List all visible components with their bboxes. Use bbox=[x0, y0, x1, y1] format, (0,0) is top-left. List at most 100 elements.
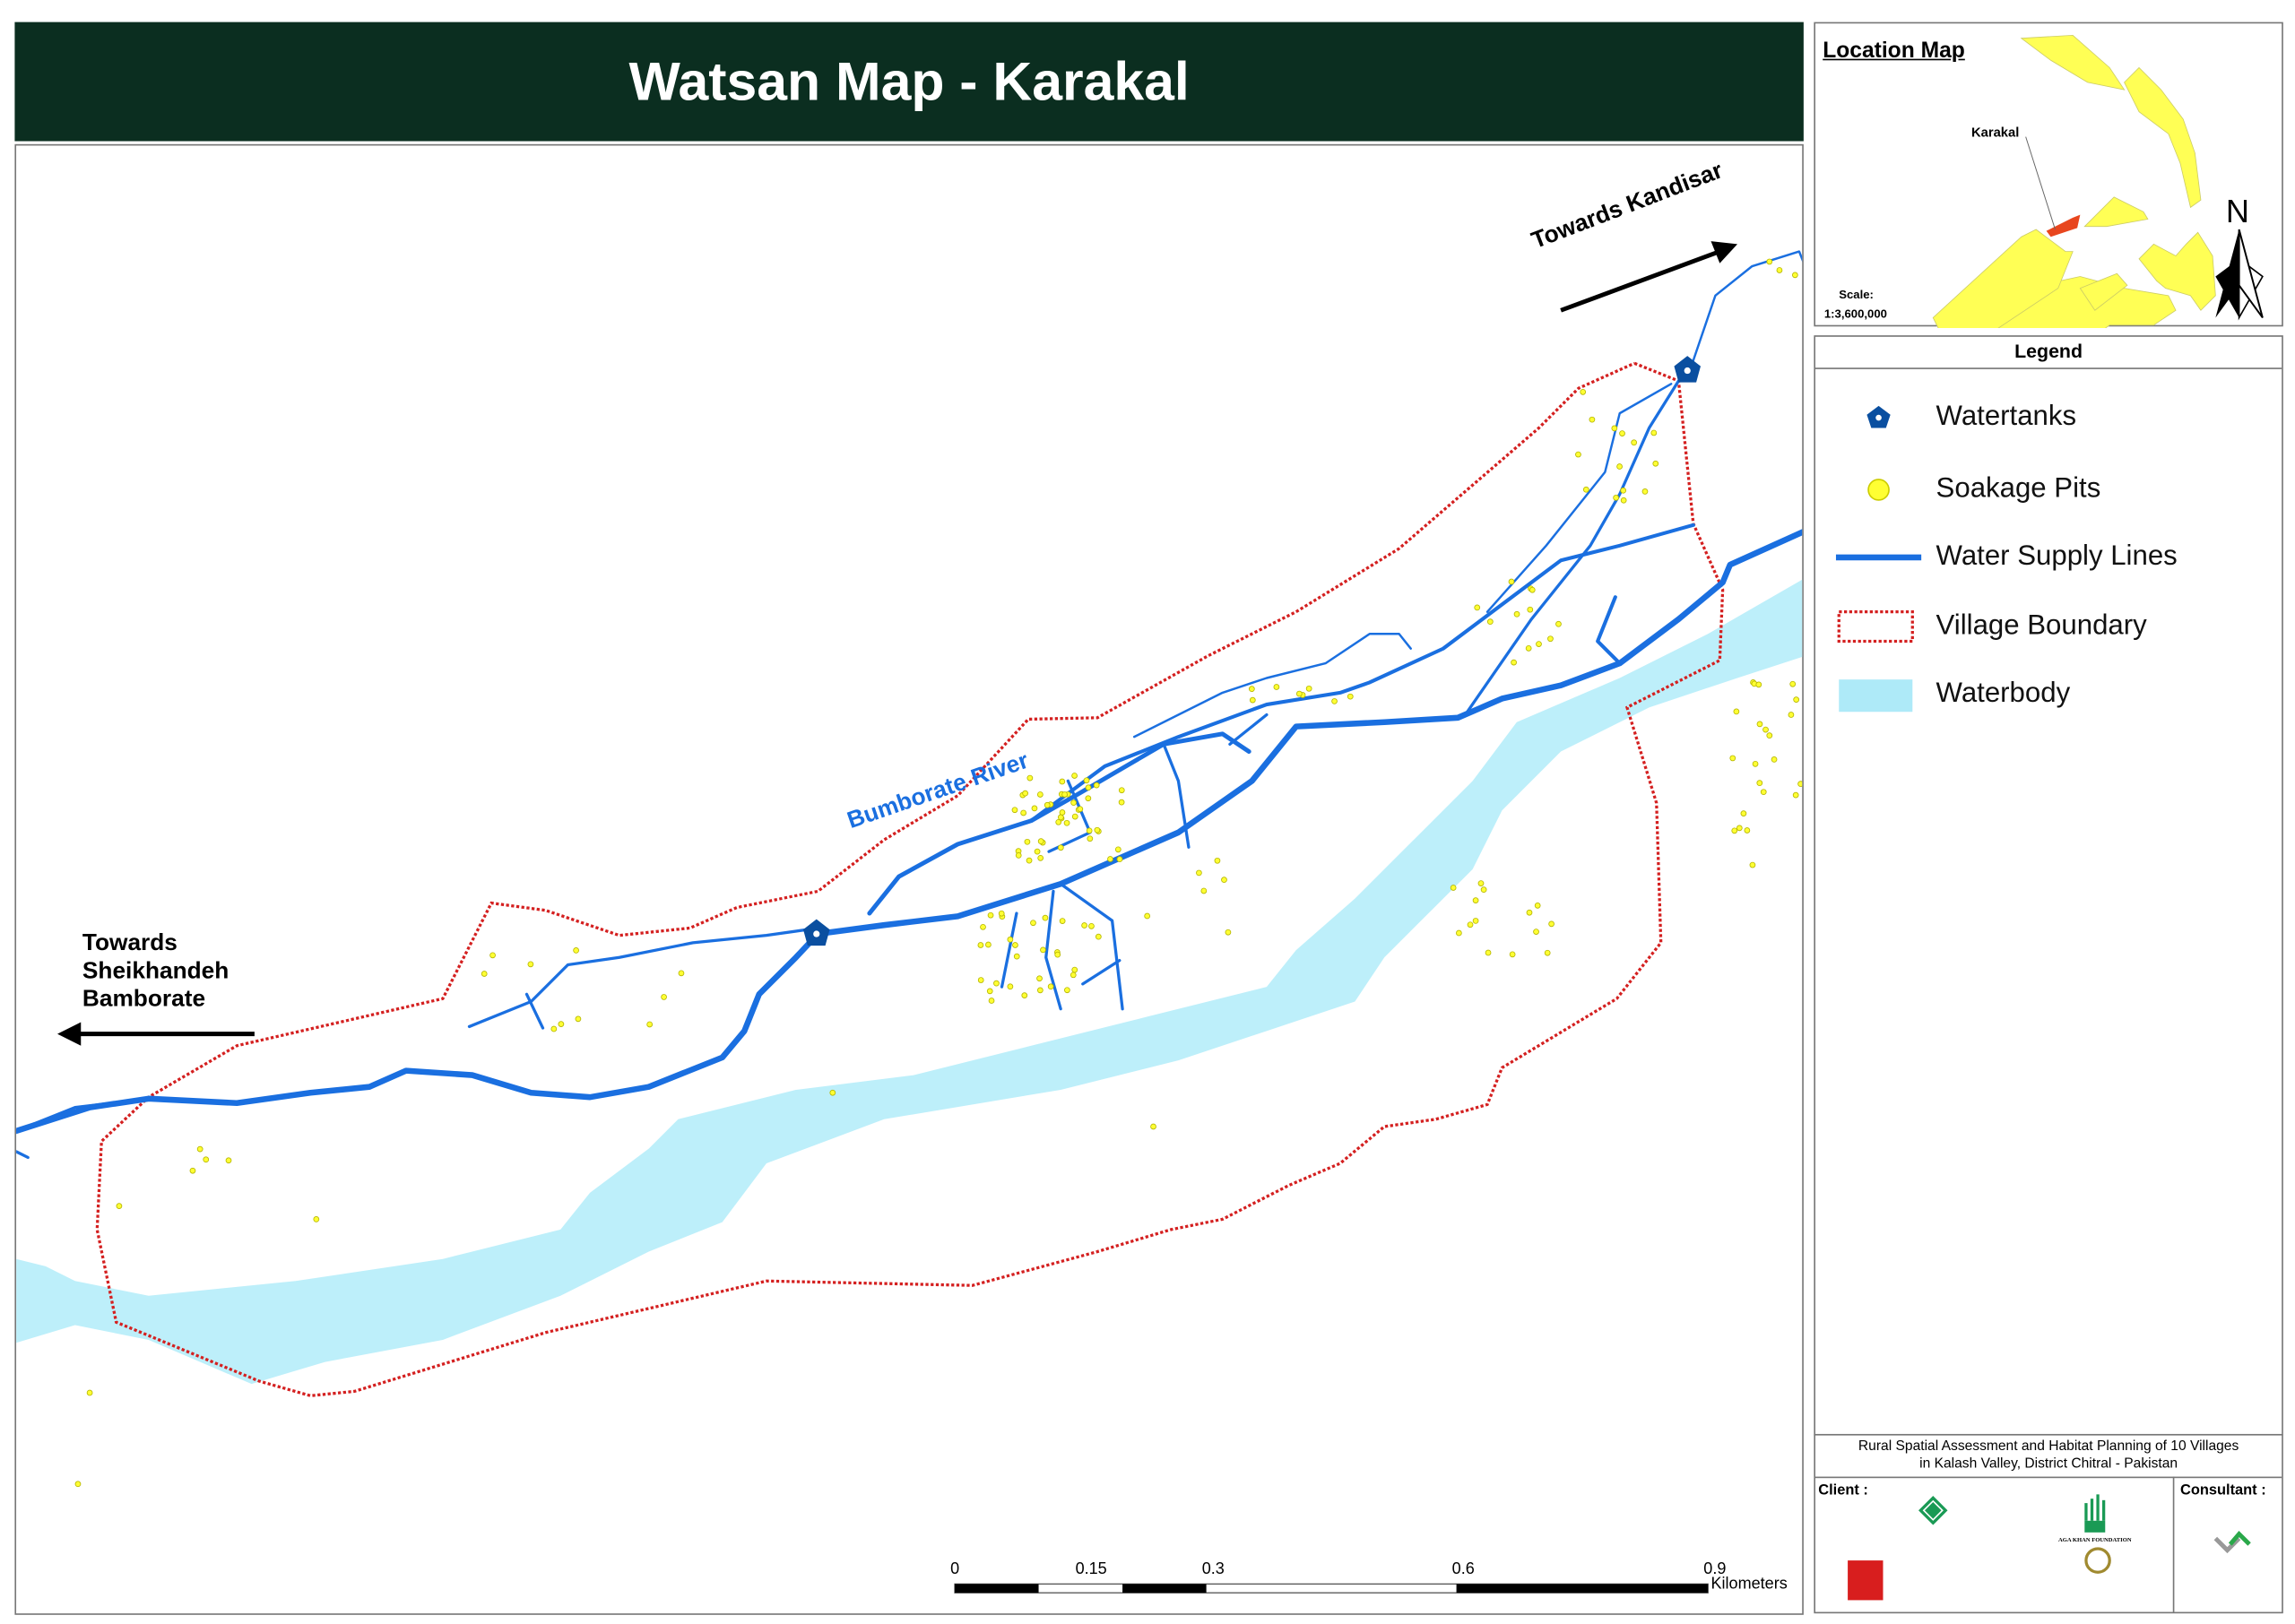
soakage-pit bbox=[1214, 857, 1221, 864]
soakage-pit bbox=[1472, 918, 1479, 924]
soakage-pit bbox=[1093, 782, 1100, 789]
watertank-icon[interactable] bbox=[802, 919, 830, 946]
village-shape bbox=[2079, 272, 2128, 311]
soakage-pit bbox=[1034, 848, 1041, 855]
water-supply-line bbox=[1228, 713, 1269, 746]
legend-label: Water Supply Lines bbox=[1936, 540, 2178, 573]
main-map[interactable]: Towards Kandisar Towards Sheikhandeh Bam… bbox=[14, 143, 1804, 1615]
soakage-pit bbox=[1118, 787, 1125, 794]
soakage-pit bbox=[1616, 463, 1623, 470]
soakage-pit bbox=[829, 1089, 836, 1096]
denmark-logo bbox=[1848, 1560, 1884, 1601]
soakage-pit bbox=[1013, 953, 1020, 960]
legend-label: Village Boundary bbox=[1936, 610, 2147, 642]
village-shape bbox=[2020, 34, 2126, 91]
soakage-pit bbox=[1036, 975, 1043, 982]
soakage-pit bbox=[977, 977, 984, 983]
soakage-pit bbox=[225, 1157, 232, 1164]
soakage-pit bbox=[1273, 684, 1280, 690]
map-title: Watsan Map - Karakal bbox=[628, 50, 1190, 111]
soakage-pit bbox=[1526, 909, 1533, 916]
village-shape bbox=[2083, 196, 2149, 228]
legend: Legend Watertanks Soakage Pits Water Sup… bbox=[1814, 335, 2284, 1436]
water-supply-line bbox=[1029, 523, 1695, 823]
north-label: N bbox=[2225, 192, 2249, 229]
soakage-pit bbox=[980, 923, 986, 930]
watertank-icon[interactable] bbox=[1674, 356, 1701, 383]
soakage-pit bbox=[987, 911, 994, 919]
soakage-pit bbox=[1059, 809, 1066, 816]
soakage-pit bbox=[1760, 789, 1767, 796]
soakage-pit bbox=[1513, 610, 1520, 618]
soakage-pit bbox=[1555, 620, 1562, 627]
soakage-pit bbox=[1305, 685, 1312, 692]
soakage-pit bbox=[189, 1167, 196, 1174]
soakage-pit bbox=[986, 988, 993, 995]
soakage-pit bbox=[1012, 942, 1018, 948]
soakage-pit bbox=[1030, 920, 1036, 927]
label-line: Sheikhandeh bbox=[82, 958, 230, 984]
soakage-pit bbox=[1789, 680, 1797, 687]
soakage-pit bbox=[1221, 877, 1227, 884]
soakage-pit bbox=[1477, 880, 1485, 886]
soakage-pit bbox=[1736, 825, 1743, 832]
soakage-pit bbox=[116, 1203, 123, 1209]
soakage-pit bbox=[1511, 659, 1517, 666]
soakage-pit bbox=[1107, 856, 1113, 862]
soakage-pit bbox=[1040, 946, 1046, 954]
soakage-pit bbox=[1749, 861, 1756, 868]
soakage-pit bbox=[1011, 807, 1018, 814]
fill-rect-icon bbox=[1839, 679, 1913, 713]
soakage-pit bbox=[1024, 838, 1031, 845]
soakage-pit bbox=[998, 910, 1005, 917]
soakage-pit bbox=[1347, 693, 1354, 700]
soakage-pit bbox=[1059, 778, 1066, 785]
soakage-pit bbox=[1534, 902, 1541, 909]
water-supply-line bbox=[1044, 889, 1062, 1011]
project-line: Rural Spatial Assessment and Habitat Pla… bbox=[1858, 1438, 2239, 1455]
soakage-pit bbox=[1248, 686, 1255, 693]
soakage-pit bbox=[1071, 813, 1078, 820]
soakage-pit bbox=[1652, 460, 1659, 467]
soakage-pit bbox=[1086, 827, 1093, 834]
pentagon-icon bbox=[1866, 405, 1891, 428]
scale-bar bbox=[954, 1583, 1709, 1594]
soakage-pit bbox=[1548, 920, 1555, 928]
soakage-pit bbox=[1729, 755, 1736, 762]
soakage-pit bbox=[74, 1481, 82, 1488]
soakage-pit bbox=[1044, 801, 1051, 808]
soakage-pit bbox=[1756, 721, 1763, 728]
soakage-pit bbox=[1620, 487, 1627, 494]
soakage-pit bbox=[1797, 781, 1803, 788]
soakage-pit bbox=[1249, 696, 1256, 704]
legend-title: Legend bbox=[1814, 340, 2282, 369]
legend-label: Waterbody bbox=[1936, 678, 2071, 709]
soakage-pit bbox=[1083, 777, 1090, 784]
legend-item-watertanks: Watertanks bbox=[1815, 395, 2284, 439]
soakage-pit bbox=[1085, 795, 1092, 802]
soakage-pit bbox=[573, 947, 579, 954]
soakage-pit bbox=[1037, 854, 1044, 861]
soakage-pit bbox=[646, 1021, 654, 1028]
soakage-pit bbox=[993, 980, 1000, 987]
sheher-saaz-logo-icon bbox=[2213, 1530, 2251, 1554]
soakage-pit bbox=[1793, 696, 1800, 703]
soakage-pit bbox=[988, 998, 995, 1004]
akah-logo bbox=[1845, 1491, 2022, 1537]
soakage-pit bbox=[1022, 790, 1028, 797]
soakage-pit bbox=[1525, 644, 1532, 652]
soakage-pit bbox=[1791, 272, 1798, 279]
project-line: in Kalash Valley, District Chitral - Pak… bbox=[1919, 1456, 2178, 1473]
village-shape bbox=[2124, 66, 2202, 209]
sheher-saaz-logo bbox=[2213, 1530, 2251, 1564]
location-map: Location Map Karakal N Scale: 1:3,600,00… bbox=[1814, 22, 2283, 328]
soakage-pit bbox=[1456, 929, 1462, 937]
map-canvas[interactable] bbox=[16, 145, 1804, 1614]
scale-tick-label: 0.6 bbox=[1451, 1560, 1475, 1578]
soakage-pit bbox=[1088, 922, 1095, 929]
soakage-pit bbox=[1611, 425, 1618, 432]
soakage-pit bbox=[1650, 429, 1658, 436]
water-supply-line bbox=[524, 992, 545, 1030]
soakage-pit bbox=[1064, 987, 1070, 994]
akf-logo-icon bbox=[2084, 1494, 2106, 1533]
